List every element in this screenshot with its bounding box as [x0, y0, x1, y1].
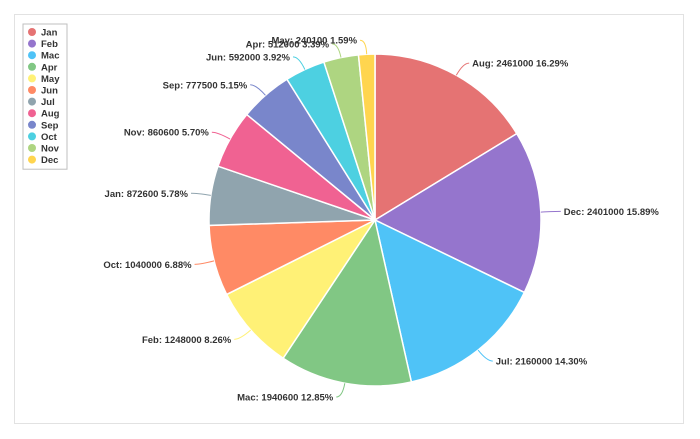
- data-label-dec: Dec: 2401000 15.89%: [564, 207, 660, 218]
- legend-label-aug[interactable]: Aug: [41, 109, 60, 120]
- legend-swatch-sep[interactable]: [28, 120, 36, 129]
- callouts-layer: Aug: 2461000 16.29% Dec: 2401000 15.89% Ju…: [103, 36, 659, 404]
- data-label-may: May: 240100 1.59%: [271, 36, 357, 47]
- data-label-oct: Oct: 1040000 6.88%: [103, 260, 192, 271]
- legend-swatch-feb[interactable]: [28, 39, 36, 48]
- legend-swatch-jan[interactable]: [28, 28, 36, 36]
- legend-label-jan[interactable]: Jan: [41, 28, 58, 39]
- pie-slice-aug[interactable]: [374, 53, 518, 222]
- legend-swatch-oct[interactable]: [28, 132, 36, 141]
- legend-label-nov[interactable]: Nov: [41, 144, 60, 155]
- legend-label-dec[interactable]: Dec: [41, 155, 58, 166]
- leader-line-aug: [455, 62, 470, 76]
- leader-line-apr: [332, 43, 342, 58]
- legend-label-oct[interactable]: Oct: [41, 132, 58, 143]
- legend-swatch-dec[interactable]: [28, 155, 36, 164]
- legend-swatch-jun[interactable]: [28, 86, 36, 94]
- legend-label-jun[interactable]: Jun: [41, 86, 58, 97]
- legend-swatch-mac[interactable]: [28, 51, 36, 60]
- slices-layer: [208, 53, 542, 387]
- legend-swatch-nov[interactable]: [28, 144, 36, 152]
- legend-label-apr[interactable]: Apr: [41, 62, 58, 73]
- leader-line-mac: [336, 383, 346, 398]
- legend-label-feb[interactable]: Feb: [41, 39, 58, 50]
- legend-swatch-jul[interactable]: [28, 97, 36, 106]
- data-label-nov: Nov: 860600 5.70%: [124, 128, 210, 139]
- legend-label-may[interactable]: May: [41, 74, 60, 85]
- leader-line-oct: [194, 260, 215, 265]
- legend-swatch-aug[interactable]: [28, 109, 36, 118]
- leader-line-feb: [234, 329, 252, 340]
- leader-line-jul: [477, 349, 493, 362]
- data-label-jun: Jun: 592000 3.92%: [206, 52, 291, 63]
- leader-line-jan: [190, 192, 211, 196]
- data-label-aug: Aug: 2461000 16.29%: [472, 59, 569, 70]
- legend-label-sep[interactable]: Sep: [41, 120, 59, 131]
- data-label-feb: Feb: 1248000 8.26%: [142, 335, 232, 346]
- data-label-mac: Mac: 1940600 12.85%: [237, 393, 334, 404]
- data-label-jan: Jan: 872600 5.78%: [105, 189, 189, 200]
- leader-line-may: [359, 39, 368, 55]
- pie-slice-jul[interactable]: [373, 218, 526, 383]
- legend-swatch-may[interactable]: [28, 74, 36, 83]
- pie-slice-feb[interactable]: [225, 218, 378, 360]
- legend-swatch-apr[interactable]: [28, 62, 36, 71]
- leader-line-sep: [250, 84, 266, 96]
- leader-line-jun: [292, 56, 306, 70]
- legend-label-jul[interactable]: Jul: [41, 97, 55, 108]
- data-label-apr: Apr: 512000 3.39%: [246, 39, 330, 50]
- pie-slice-mac[interactable]: [282, 218, 413, 387]
- leader-line-nov: [211, 131, 231, 140]
- data-label-jul: Jul: 2160000 14.30%: [496, 357, 588, 368]
- data-label-sep: Sep: 777500 5.15%: [163, 80, 248, 91]
- legend-label-mac[interactable]: Mac: [41, 51, 59, 62]
- leader-line-dec: [540, 210, 561, 213]
